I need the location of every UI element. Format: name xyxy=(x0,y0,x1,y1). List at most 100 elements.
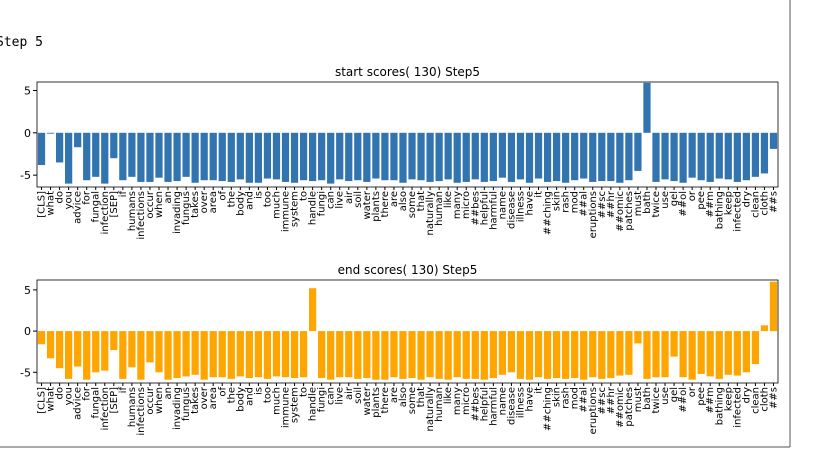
bar xyxy=(209,331,217,378)
bar xyxy=(55,132,64,163)
bar xyxy=(471,331,479,379)
x-tick-label: that xyxy=(416,191,427,211)
bar xyxy=(74,331,82,367)
bar xyxy=(110,132,118,159)
bar xyxy=(309,132,317,182)
x-tick-label: is xyxy=(253,191,264,199)
bar xyxy=(571,331,579,379)
bar xyxy=(471,132,479,180)
bar xyxy=(399,331,407,379)
x-tick-label: ##hr xyxy=(606,386,617,414)
x-tick-label: infections xyxy=(136,387,147,436)
x-tick-label: is xyxy=(253,387,264,395)
bar xyxy=(697,132,705,181)
y-tick-label: 0 xyxy=(24,325,31,338)
x-tick-label: use xyxy=(660,191,671,209)
bar xyxy=(354,132,362,181)
bar xyxy=(119,132,127,181)
bar xyxy=(245,331,253,379)
bar xyxy=(616,132,624,183)
x-tick-label: when xyxy=(154,191,165,218)
x-tick-label: ##sc xyxy=(597,387,608,414)
x-tick-label: naturally xyxy=(425,387,436,432)
bar xyxy=(444,331,452,380)
bar xyxy=(281,132,290,182)
bar xyxy=(742,132,750,181)
bar xyxy=(489,331,497,379)
bar xyxy=(534,331,543,378)
bar xyxy=(46,331,55,359)
bar xyxy=(408,132,416,180)
bar xyxy=(137,331,145,380)
x-tick-label: cloth xyxy=(759,191,770,216)
x-tick-label: illness xyxy=(515,191,526,222)
x-tick-label: area xyxy=(208,387,219,409)
x-tick-label: or xyxy=(687,386,698,397)
bar xyxy=(607,132,615,182)
x-tick-label: [CLS] xyxy=(37,387,48,414)
x-tick-label: pee xyxy=(696,387,707,406)
bar xyxy=(769,132,778,149)
bar xyxy=(363,331,371,379)
x-tick-label: system xyxy=(290,387,301,423)
x-tick-label: if xyxy=(118,191,129,198)
x-tick-label: name xyxy=(497,387,508,415)
x-tick-label: too xyxy=(262,191,273,207)
bar xyxy=(462,132,470,182)
chart-title: end scores( 130) Step5 xyxy=(338,263,478,277)
x-tick-label: are xyxy=(389,387,400,403)
bar xyxy=(426,331,434,378)
x-tick-label: micro xyxy=(461,387,472,415)
bar xyxy=(480,132,488,182)
bar xyxy=(372,132,380,179)
x-tick-label: disease xyxy=(506,387,517,425)
x-tick-label: gel xyxy=(669,191,680,206)
bar xyxy=(507,132,516,182)
x-tick-label: fungal xyxy=(91,191,102,222)
bar xyxy=(254,331,263,378)
bar xyxy=(751,331,760,365)
bar xyxy=(345,331,353,378)
x-tick-label: for xyxy=(82,190,93,205)
x-tick-label: human xyxy=(434,191,445,226)
x-tick-label: some xyxy=(407,191,418,218)
x-tick-label: bath xyxy=(642,191,653,214)
x-tick-label: soil xyxy=(353,387,364,404)
bar xyxy=(92,132,100,177)
bar xyxy=(182,331,190,377)
x-tick-label: have xyxy=(524,191,535,216)
bar xyxy=(254,132,263,183)
bar xyxy=(200,132,208,181)
x-tick-label: infections xyxy=(136,191,147,240)
x-tick-label: ##ching xyxy=(543,387,554,431)
bar xyxy=(146,132,154,182)
x-tick-label: or xyxy=(687,190,698,201)
bar xyxy=(444,132,452,180)
x-tick-label: helpful xyxy=(479,191,490,225)
bar xyxy=(670,132,678,182)
x-tick-label: helpful xyxy=(479,387,490,421)
bar xyxy=(652,132,660,182)
y-tick-label: -5 xyxy=(20,366,31,379)
x-tick-label: ##omic xyxy=(615,387,626,428)
bar xyxy=(65,132,73,184)
x-tick-label: fungi xyxy=(317,387,328,412)
bar xyxy=(345,132,353,182)
bar xyxy=(625,331,633,375)
x-tick-label: clean xyxy=(750,387,761,414)
bar xyxy=(706,331,714,377)
x-tick-label: must xyxy=(633,191,644,216)
bar xyxy=(760,132,769,174)
x-tick-label: can xyxy=(326,387,337,405)
x-tick-label: ##s xyxy=(768,191,779,213)
bar xyxy=(318,132,326,181)
bar xyxy=(589,331,597,378)
x-tick-label: soil xyxy=(353,191,364,208)
bar xyxy=(480,331,488,380)
x-tick-label: infection xyxy=(100,191,111,234)
bar xyxy=(652,331,660,378)
x-tick-label: naturally xyxy=(425,191,436,236)
x-tick-label: what xyxy=(46,387,57,412)
x-tick-label: live xyxy=(335,387,346,405)
